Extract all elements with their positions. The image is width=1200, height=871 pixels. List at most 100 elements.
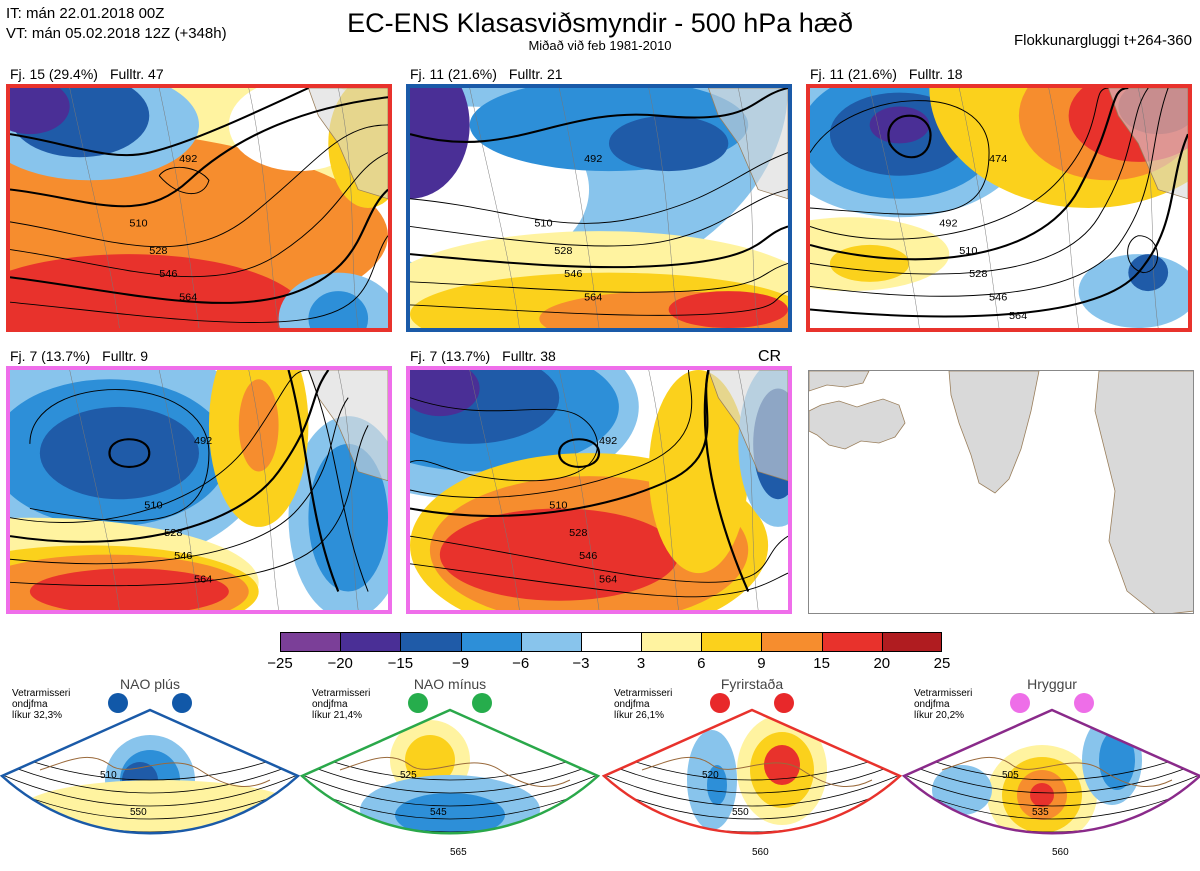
height-contour bbox=[158, 166, 210, 195]
colorbar-tick-label: −6 bbox=[512, 655, 530, 672]
cluster-representative: Fulltr. 47 bbox=[109, 66, 164, 82]
contour-label: 525 bbox=[400, 770, 417, 781]
height-contour bbox=[0, 846, 300, 870]
graticule-line bbox=[738, 370, 759, 610]
cluster-map-1: 492 510 528 546 564 bbox=[6, 84, 392, 332]
graticule-line bbox=[648, 88, 679, 328]
regime-note-line: ondjfma bbox=[12, 699, 48, 710]
contour-label: 492 bbox=[194, 435, 212, 447]
height-contour bbox=[810, 133, 1188, 318]
height-contour bbox=[904, 761, 1200, 794]
contour-label: 510 bbox=[100, 770, 117, 781]
graticule-line bbox=[158, 88, 200, 328]
regime-note-line: Vetrarmisseri bbox=[312, 688, 371, 699]
height-contour bbox=[10, 425, 369, 587]
anomaly-area bbox=[764, 745, 800, 785]
contour-label: 546 bbox=[174, 551, 192, 563]
colorbar-segment bbox=[701, 632, 762, 652]
header-info: IT: mán 22.01.2018 00Z VT: mán 05.02.201… bbox=[6, 4, 227, 44]
colorbar-tick-label: 3 bbox=[636, 655, 646, 672]
height-contour bbox=[703, 370, 750, 592]
land-area bbox=[308, 88, 388, 200]
colorbar-segment bbox=[460, 632, 521, 652]
regime-note: Vetrarmisseri ondjfma líkur 20,2% bbox=[914, 688, 972, 721]
coastline bbox=[941, 756, 1173, 788]
contour-label: 546 bbox=[159, 269, 177, 281]
height-contour bbox=[10, 235, 388, 323]
panel-label-1: Fj. 15 (29.4%) Fulltr. 47 bbox=[10, 66, 164, 82]
height-contour bbox=[604, 773, 900, 807]
colorbar-segment bbox=[761, 632, 822, 652]
init-time: IT: mán 22.01.2018 00Z bbox=[6, 5, 165, 22]
colorbar-segment bbox=[641, 632, 702, 652]
contour-label: 560 bbox=[752, 847, 769, 858]
cluster-map-4: 492 510 528 546 564 bbox=[6, 366, 392, 614]
graticule-line bbox=[558, 88, 600, 328]
height-contour bbox=[410, 535, 788, 583]
height-contour bbox=[108, 438, 151, 468]
graticule-line bbox=[248, 88, 279, 328]
colorbar-segment bbox=[400, 632, 461, 652]
anomaly-area bbox=[29, 568, 229, 610]
height-contour bbox=[604, 761, 900, 794]
contour-label: 510 bbox=[959, 245, 977, 257]
contour-label: 550 bbox=[732, 807, 749, 818]
regime-marker-dot bbox=[108, 693, 128, 713]
graticule-line bbox=[648, 370, 679, 610]
contour-label: 550 bbox=[130, 807, 147, 818]
regime-note-line: Vetrarmisseri bbox=[914, 688, 973, 699]
regime-map: 520 550 560 bbox=[602, 693, 902, 858]
contour-label: 565 bbox=[450, 847, 467, 858]
anomaly-area bbox=[829, 244, 910, 282]
anomaly-area bbox=[439, 508, 679, 601]
height-contour bbox=[2, 749, 298, 781]
anomaly-area bbox=[1030, 783, 1054, 807]
regime-frame bbox=[300, 708, 600, 835]
height-contour bbox=[1127, 235, 1159, 274]
regime-title: NAO mínus bbox=[413, 676, 487, 692]
height-contour bbox=[410, 262, 788, 293]
cluster-frequency: Fj. 15 (29.4%) bbox=[10, 66, 98, 82]
regime-note-line: ondjfma bbox=[312, 699, 348, 710]
height-contour bbox=[604, 785, 900, 820]
colorbar-tick-label: −3 bbox=[572, 655, 590, 672]
height-contour bbox=[2, 761, 298, 794]
regime-note: Vetrarmisseri ondjfma líkur 26,1% bbox=[614, 688, 672, 721]
panel-label-2: Fj. 11 (21.6%) Fulltr. 21 bbox=[410, 66, 563, 82]
colorbar-tick-label: 6 bbox=[697, 655, 706, 672]
regime-marker-dot bbox=[472, 693, 492, 713]
cluster-frequency: Fj. 11 (21.6%) bbox=[410, 66, 497, 82]
colorbar-tick-label: 25 bbox=[933, 655, 951, 672]
cr-map bbox=[808, 370, 1194, 614]
regime-note-line: líkur 20,2% bbox=[914, 710, 965, 721]
height-contour bbox=[410, 225, 788, 269]
height-contour bbox=[410, 189, 788, 247]
coastline bbox=[39, 756, 271, 788]
colorbar-segment bbox=[881, 632, 942, 652]
anomaly-area bbox=[707, 765, 727, 805]
cr-land-2 bbox=[809, 371, 870, 392]
regime-marker-dot bbox=[774, 693, 794, 713]
height-contour bbox=[810, 88, 1169, 297]
height-contour bbox=[10, 152, 388, 278]
height-contour bbox=[302, 749, 598, 781]
contour-label: 560 bbox=[1052, 847, 1069, 858]
contour-label: 505 bbox=[1002, 770, 1019, 781]
contour-label: 510 bbox=[549, 500, 567, 512]
regime-map: 525 545 565 bbox=[300, 693, 600, 858]
height-contour bbox=[0, 834, 300, 870]
contour-label: 564 bbox=[1009, 310, 1027, 322]
height-contour bbox=[2, 785, 298, 820]
anomaly-area bbox=[1128, 254, 1169, 292]
graticule-line bbox=[738, 88, 759, 328]
panel-label-3: Fj. 11 (21.6%) Fulltr. 18 bbox=[810, 66, 963, 82]
contour-label: 545 bbox=[430, 807, 447, 818]
contour-label: 492 bbox=[599, 435, 617, 447]
contour-label: 492 bbox=[584, 153, 602, 165]
cluster-map-2: 492 510 528 546 564 bbox=[406, 84, 792, 332]
height-contour bbox=[810, 88, 1129, 261]
height-contour bbox=[10, 96, 388, 208]
contour-label: 546 bbox=[564, 269, 582, 281]
